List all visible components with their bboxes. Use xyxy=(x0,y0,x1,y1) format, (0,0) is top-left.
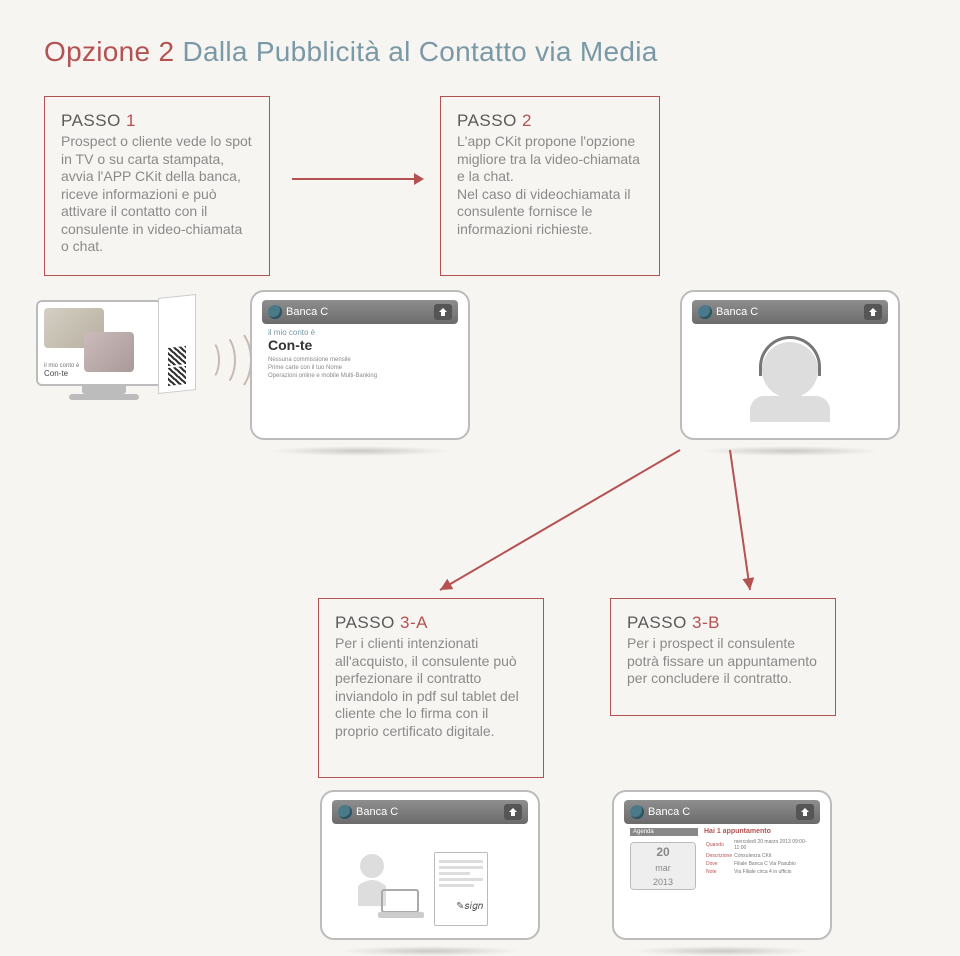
headset-icon xyxy=(759,336,821,376)
bank-logo-icon xyxy=(698,305,712,319)
step-3b-label: PASSO 3-B xyxy=(627,613,819,633)
qr-icon xyxy=(168,346,186,366)
agent-screen xyxy=(692,324,888,430)
home-icon xyxy=(434,304,452,320)
calendar-icon: 20 mar 2013 xyxy=(630,842,696,890)
agenda-header: Agenda xyxy=(630,828,698,836)
person-laptop-icon xyxy=(338,846,428,926)
tablet-step2: Banca C xyxy=(680,290,900,456)
tablet-step3a: Banca C xyxy=(320,790,540,956)
document-icon: ✎𝑠𝑖𝑔𝑛 xyxy=(434,852,488,926)
step-3a-text: Per i clienti intenzionati all'acquisto,… xyxy=(335,635,527,740)
arrow-to-3b xyxy=(690,450,850,600)
bank-logo-icon xyxy=(268,305,282,319)
step-2-text: L'app CKit propone l'opzione migliore tr… xyxy=(457,133,643,238)
title-accent: Opzione 2 xyxy=(44,36,174,67)
signal-waves-icon xyxy=(200,330,240,390)
step-1-card: PASSO 1 Prospect o cliente vede lo spot … xyxy=(44,96,270,276)
monitor-caption: il mio conto è Con-te xyxy=(44,363,79,378)
bank-logo-icon xyxy=(630,805,644,819)
step-3b-card: PASSO 3-B Per i prospect il consulente p… xyxy=(610,598,836,716)
leaflet xyxy=(158,294,196,394)
step-2-card: PASSO 2 L'app CKit propone l'opzione mig… xyxy=(440,96,660,276)
agent-avatar-icon xyxy=(762,342,818,398)
home-icon xyxy=(504,804,522,820)
signature-icon: ✎𝑠𝑖𝑔𝑛 xyxy=(439,901,483,912)
home-icon xyxy=(796,804,814,820)
tablet-step3b: Banca C Agenda 20 mar 2013 Hai 1 appunta… xyxy=(612,790,832,956)
tablet-topbar: Banca C xyxy=(624,800,820,824)
step-3a-label: PASSO 3-A xyxy=(335,613,527,633)
step-1-text: Prospect o cliente vede lo spot in TV o … xyxy=(61,133,253,256)
tablet-step1: Banca C il mio conto è Con-te Nessuna co… xyxy=(250,290,470,456)
tablet-topbar: Banca C xyxy=(692,300,888,324)
arrow-step1-to-step2 xyxy=(292,178,422,180)
appt-details: Quandomercoledì 20 marzo 2013 09:00-11:0… xyxy=(704,837,814,877)
page-title: Opzione 2 Dalla Pubblicità al Contatto v… xyxy=(44,36,916,68)
appt-title: Hai 1 appuntamento xyxy=(704,828,814,835)
tablet-topbar: Banca C xyxy=(332,800,528,824)
tv-monitor: il mio conto è Con-te xyxy=(36,300,172,400)
tablet-topbar: Banca C xyxy=(262,300,458,324)
signing-screen: ✎𝑠𝑖𝑔𝑛 xyxy=(332,824,528,930)
tablet-screen: il mio conto è Con-te Nessuna commission… xyxy=(262,324,458,430)
home-icon xyxy=(864,304,882,320)
title-rest: Dalla Pubblicità al Contatto via Media xyxy=(182,36,657,67)
step-2-label: PASSO 2 xyxy=(457,111,643,131)
arrow-to-3a xyxy=(430,450,730,600)
bank-logo-icon xyxy=(338,805,352,819)
step-3a-card: PASSO 3-A Per i clienti intenzionati all… xyxy=(318,598,544,778)
step-3b-text: Per i prospect il consulente potrà fissa… xyxy=(627,635,819,688)
qr-icon xyxy=(168,366,186,386)
appointment-screen: Agenda 20 mar 2013 Hai 1 appuntamento Qu… xyxy=(624,824,820,930)
step-1-label: PASSO 1 xyxy=(61,111,253,131)
